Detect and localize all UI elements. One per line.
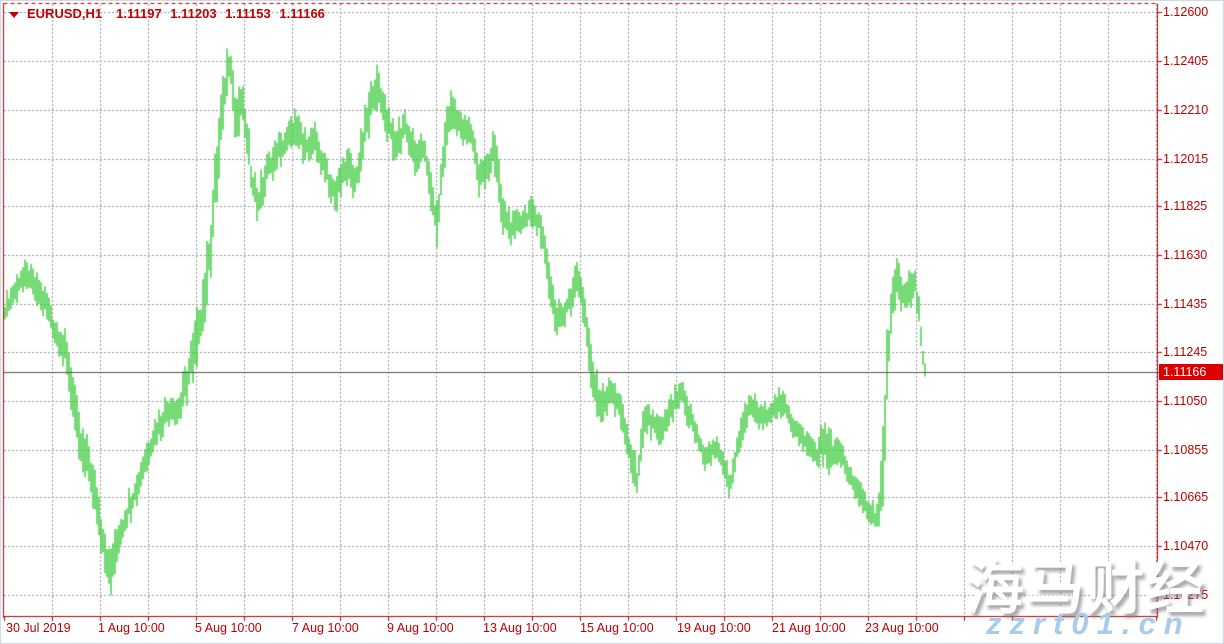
price-axis-label: 1.12210 (1163, 102, 1209, 117)
price-axis-label: 1.10275 (1163, 588, 1209, 602)
time-axis-label: 30 Jul 2019 (6, 621, 71, 635)
time-axis-label: 19 Aug 10:00 (677, 621, 751, 635)
time-axis-label: 23 Aug 10:00 (865, 621, 939, 635)
ohlc-quotes-label: 1.11197 1.11203 1.11153 1.11166 (116, 6, 325, 21)
price-axis-label: 1.12405 (1163, 53, 1209, 68)
price-axis-label: 1.11630 (1163, 248, 1208, 263)
price-axis-label: 1.11050 (1163, 393, 1208, 408)
current-price-badge: 1.11166 (1159, 363, 1223, 380)
watermark-chinese: 海马财经 (966, 556, 1207, 621)
price-axis-label: 1.12015 (1163, 151, 1209, 166)
time-axis-label: 15 Aug 10:00 (580, 621, 654, 635)
symbol-dropdown-icon[interactable] (9, 12, 19, 18)
price-axis-label: 1.10665 (1163, 490, 1209, 505)
price-axis-label: 1.11245 (1163, 344, 1208, 359)
time-axis-label: 5 Aug 10:00 (195, 621, 262, 635)
quote-header: EURUSD,H1 1.11197 1.11203 1.11153 1.11166 (27, 6, 325, 21)
price-axis-label: 1.10470 (1163, 539, 1209, 554)
price-axis-label: 1.12600 (1163, 5, 1209, 19)
time-axis-label: 7 Aug 10:00 (292, 621, 359, 635)
time-axis-label: 13 Aug 10:00 (483, 621, 557, 635)
time-axis-label: 9 Aug 10:00 (387, 621, 454, 635)
symbol-period-label: EURUSD,H1 (27, 6, 103, 21)
price-axis-label: 1.11825 (1163, 199, 1208, 214)
watermark-url: zzrt01.cn (986, 606, 1191, 641)
price-axis-label: 1.11435 (1163, 297, 1208, 312)
price-axis-label: 1.10855 (1163, 442, 1209, 457)
time-axis-label: 1 Aug 10:00 (98, 621, 165, 635)
time-axis-label: 21 Aug 10:00 (772, 621, 846, 635)
